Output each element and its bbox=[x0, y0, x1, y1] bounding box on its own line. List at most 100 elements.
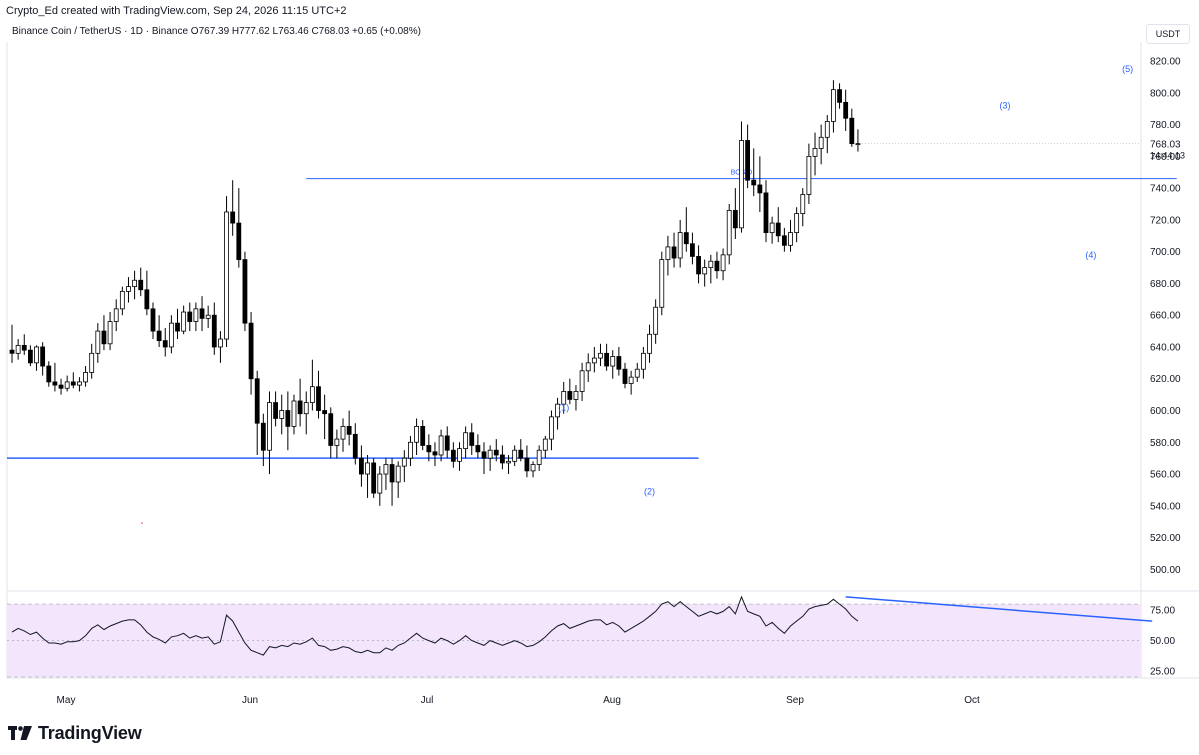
candle[interactable] bbox=[395, 461, 401, 498]
currency-button[interactable]: USDT bbox=[1146, 24, 1190, 44]
candle[interactable] bbox=[585, 353, 591, 382]
candle[interactable] bbox=[27, 345, 33, 367]
candle[interactable] bbox=[285, 391, 291, 451]
candle[interactable] bbox=[224, 196, 229, 347]
candle[interactable] bbox=[89, 343, 95, 379]
candle[interactable] bbox=[346, 410, 352, 446]
candle[interactable] bbox=[15, 339, 21, 360]
candle[interactable] bbox=[401, 450, 407, 482]
candle[interactable] bbox=[714, 251, 720, 279]
candle[interactable] bbox=[46, 361, 52, 387]
candle[interactable] bbox=[9, 324, 15, 363]
candle[interactable] bbox=[113, 299, 119, 332]
candle[interactable] bbox=[634, 362, 640, 382]
candle[interactable] bbox=[377, 466, 383, 506]
candle[interactable] bbox=[168, 315, 174, 354]
candle[interactable] bbox=[34, 345, 39, 371]
candle[interactable] bbox=[279, 394, 285, 435]
candle[interactable] bbox=[512, 445, 518, 467]
candle[interactable] bbox=[95, 323, 101, 363]
candle[interactable] bbox=[309, 359, 315, 411]
candle[interactable] bbox=[806, 143, 812, 205]
candle[interactable] bbox=[267, 391, 272, 475]
candle[interactable] bbox=[107, 312, 113, 351]
candle[interactable] bbox=[788, 219, 793, 252]
candle[interactable] bbox=[322, 394, 328, 440]
candle[interactable] bbox=[475, 434, 481, 459]
candle[interactable] bbox=[438, 429, 444, 462]
candle[interactable] bbox=[205, 305, 211, 328]
candle[interactable] bbox=[812, 132, 818, 176]
candle[interactable] bbox=[794, 207, 800, 243]
candle[interactable] bbox=[591, 346, 597, 373]
candle[interactable] bbox=[408, 435, 413, 467]
candle[interactable] bbox=[769, 216, 775, 244]
candle[interactable] bbox=[52, 362, 58, 392]
candle[interactable] bbox=[236, 188, 242, 268]
candle[interactable] bbox=[248, 312, 254, 395]
candle[interactable] bbox=[487, 445, 493, 471]
candle[interactable] bbox=[524, 445, 530, 478]
rsi-divergence-line[interactable] bbox=[845, 596, 1153, 622]
candle[interactable] bbox=[365, 454, 370, 498]
candle[interactable] bbox=[561, 381, 567, 414]
candle[interactable] bbox=[316, 370, 321, 419]
candle[interactable] bbox=[493, 439, 499, 462]
candle[interactable] bbox=[604, 343, 610, 371]
candle[interactable] bbox=[150, 302, 156, 340]
candle[interactable] bbox=[371, 458, 377, 498]
candle[interactable] bbox=[450, 442, 456, 468]
candle[interactable] bbox=[665, 235, 671, 276]
candle[interactable] bbox=[763, 180, 769, 243]
candle[interactable] bbox=[187, 302, 193, 332]
candle[interactable] bbox=[432, 442, 438, 467]
candle[interactable] bbox=[818, 124, 824, 165]
candle[interactable] bbox=[579, 362, 585, 401]
candle[interactable] bbox=[536, 445, 542, 471]
candle[interactable] bbox=[101, 315, 107, 351]
candle[interactable] bbox=[126, 277, 131, 303]
candle[interactable] bbox=[199, 296, 205, 332]
candle[interactable] bbox=[383, 458, 389, 490]
candle[interactable] bbox=[800, 188, 806, 227]
candle[interactable] bbox=[757, 156, 763, 212]
rsi-axis[interactable]: 75.00 50.00 25.00 bbox=[1150, 606, 1175, 678]
candle[interactable] bbox=[119, 286, 125, 316]
candle[interactable] bbox=[328, 407, 334, 459]
candle[interactable] bbox=[555, 397, 560, 430]
candle[interactable] bbox=[653, 299, 659, 344]
candle[interactable] bbox=[849, 108, 855, 147]
candle[interactable] bbox=[683, 207, 689, 252]
candle[interactable] bbox=[303, 391, 309, 435]
candle[interactable] bbox=[162, 327, 168, 357]
candle[interactable] bbox=[420, 420, 426, 451]
candle[interactable] bbox=[781, 227, 787, 252]
candle[interactable] bbox=[598, 343, 603, 367]
time-axis[interactable]: May Jun Jul Aug Sep Oct bbox=[57, 695, 980, 706]
candle[interactable] bbox=[242, 251, 248, 332]
candle[interactable] bbox=[739, 121, 744, 233]
chart-canvas[interactable]: BOS D(1)(2)(3)(4)(5) 820.00800.00780.007… bbox=[0, 0, 1199, 720]
candle[interactable] bbox=[628, 370, 634, 395]
price-axis[interactable]: 820.00 800.00 780.00 760.00 740.00 720.00 700.… bbox=[1150, 57, 1185, 576]
candle[interactable] bbox=[837, 83, 842, 109]
candle[interactable] bbox=[677, 219, 683, 268]
candle[interactable] bbox=[726, 204, 732, 265]
candle[interactable] bbox=[647, 324, 652, 363]
candle[interactable] bbox=[567, 378, 573, 405]
candle[interactable] bbox=[58, 378, 64, 395]
candle[interactable] bbox=[21, 334, 27, 355]
candle[interactable] bbox=[708, 254, 714, 284]
candle[interactable] bbox=[414, 418, 419, 455]
candle[interactable] bbox=[426, 434, 432, 462]
candle[interactable] bbox=[506, 454, 511, 475]
candle[interactable] bbox=[831, 80, 836, 133]
candle[interactable] bbox=[457, 442, 462, 471]
candle[interactable] bbox=[218, 331, 223, 363]
candle[interactable] bbox=[720, 248, 726, 281]
rsi-line[interactable] bbox=[11, 595, 859, 656]
candle[interactable] bbox=[175, 308, 180, 340]
candle[interactable] bbox=[132, 270, 138, 300]
candle[interactable] bbox=[211, 302, 217, 355]
candle[interactable] bbox=[732, 188, 738, 239]
